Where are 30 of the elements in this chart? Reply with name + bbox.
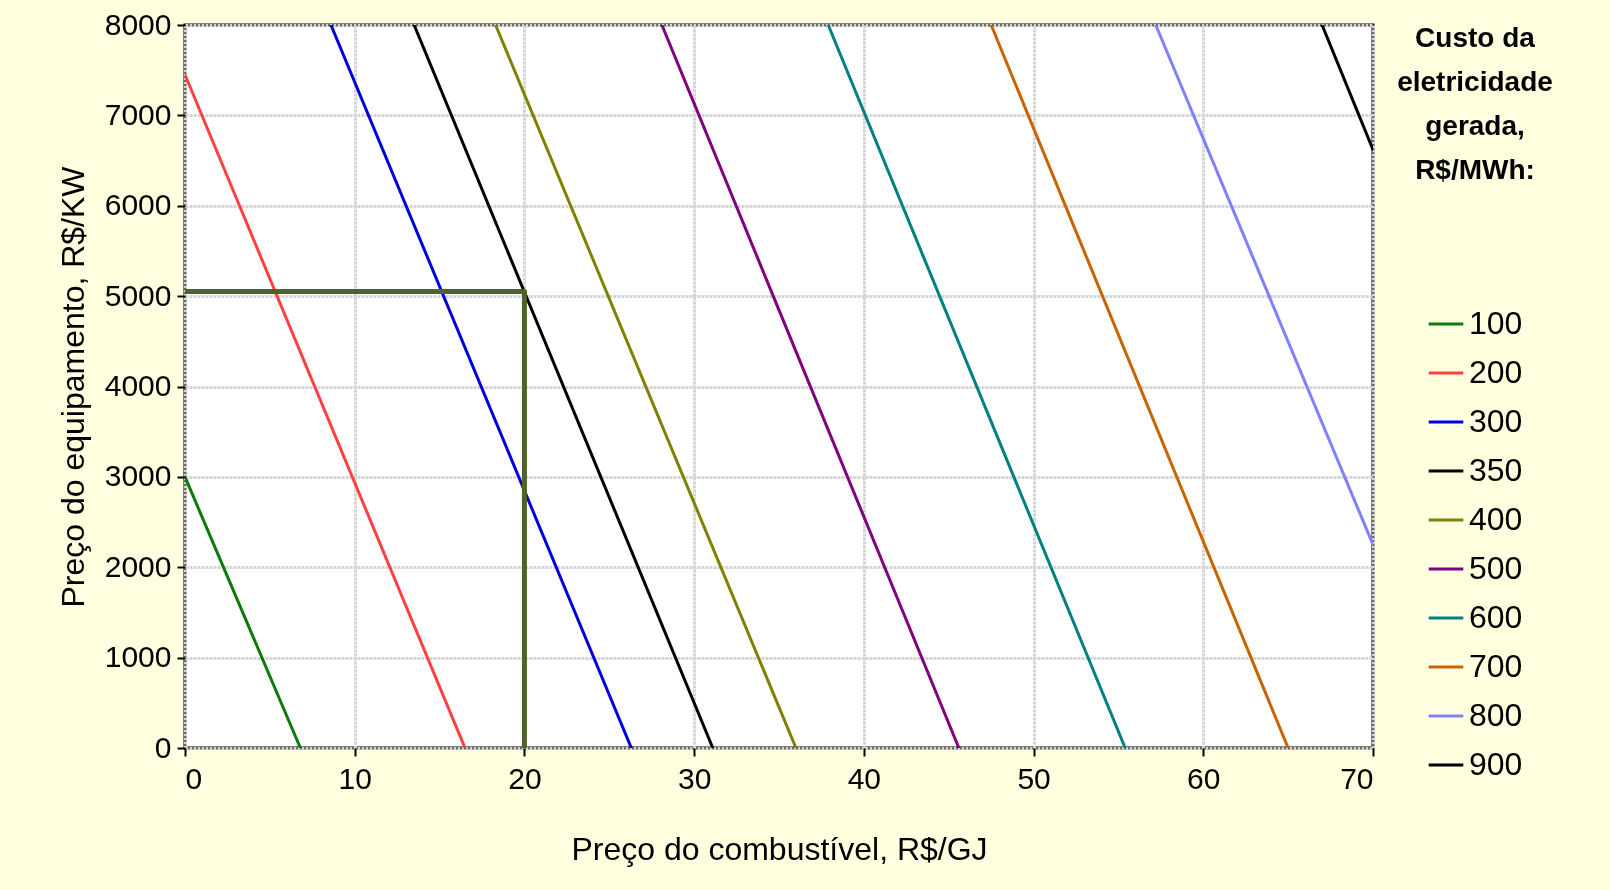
y-tick-label: 7000 bbox=[104, 97, 172, 131]
x-tick-label: 70 bbox=[1340, 761, 1374, 795]
legend-label: 300 bbox=[1469, 403, 1523, 439]
legend-label: 700 bbox=[1469, 648, 1523, 684]
y-tick-label: 6000 bbox=[104, 188, 172, 222]
legend-label: 800 bbox=[1469, 697, 1523, 733]
x-axis-title: Preço do combustível, R$/GJ bbox=[571, 830, 988, 867]
legend-label: 600 bbox=[1469, 599, 1523, 635]
legend-title: Custo da eletricidade gerada, R$/MWh: bbox=[1397, 22, 1553, 185]
legend-label: 350 bbox=[1469, 452, 1523, 488]
x-tick-label: 10 bbox=[338, 761, 372, 795]
legend-label: 100 bbox=[1469, 305, 1523, 341]
legend-label: 200 bbox=[1469, 354, 1523, 390]
y-tick-label: 5000 bbox=[104, 278, 172, 312]
y-tick-label: 8000 bbox=[104, 7, 172, 41]
legend-label: 400 bbox=[1469, 501, 1523, 537]
x-tick-label: 40 bbox=[847, 761, 882, 795]
x-tick-label: 0 bbox=[185, 761, 203, 795]
y-tick-label: 2000 bbox=[104, 549, 172, 583]
y-tick-label: 4000 bbox=[104, 369, 172, 402]
x-tick-label: 20 bbox=[508, 761, 542, 795]
legend-label: 900 bbox=[1469, 746, 1523, 782]
legend-label: 500 bbox=[1469, 550, 1523, 586]
y-tick-label: 1000 bbox=[104, 640, 172, 674]
x-tick-label: 30 bbox=[677, 761, 712, 795]
x-tick-label: 60 bbox=[1187, 761, 1221, 795]
y-axis-title: Preço do equipamento, R$/KW bbox=[54, 165, 91, 608]
y-tick-label: 0 bbox=[154, 730, 172, 764]
x-tick-label: 50 bbox=[1017, 761, 1051, 795]
y-tick-label: 3000 bbox=[104, 459, 172, 493]
